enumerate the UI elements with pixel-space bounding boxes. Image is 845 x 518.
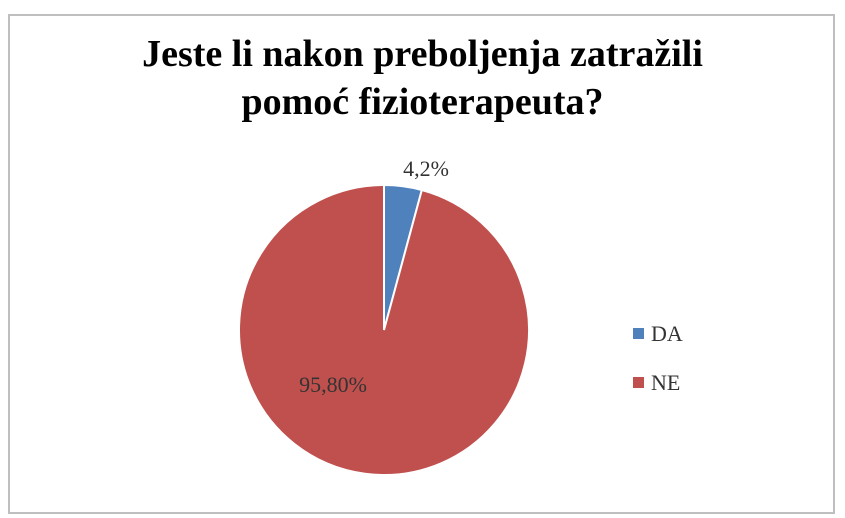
pie-slice-ne — [238, 183, 530, 476]
legend-label-ne: NE — [651, 370, 680, 395]
legend-swatch-da — [633, 328, 644, 339]
pie-slices — [238, 183, 530, 476]
legend-swatch-ne — [633, 377, 644, 388]
legend: DA NE — [633, 321, 683, 395]
chart-title-line-2: pomoć fizioterapeuta? — [241, 81, 604, 123]
chart-title: Jeste li nakon preboljenja zatražili pom… — [0, 30, 845, 126]
legend-label-da: DA — [651, 321, 683, 346]
chart-title-line-1: Jeste li nakon preboljenja zatražili — [142, 33, 703, 75]
data-label-da: 4,2% — [403, 156, 449, 181]
data-label-ne: 95,80% — [299, 372, 367, 397]
